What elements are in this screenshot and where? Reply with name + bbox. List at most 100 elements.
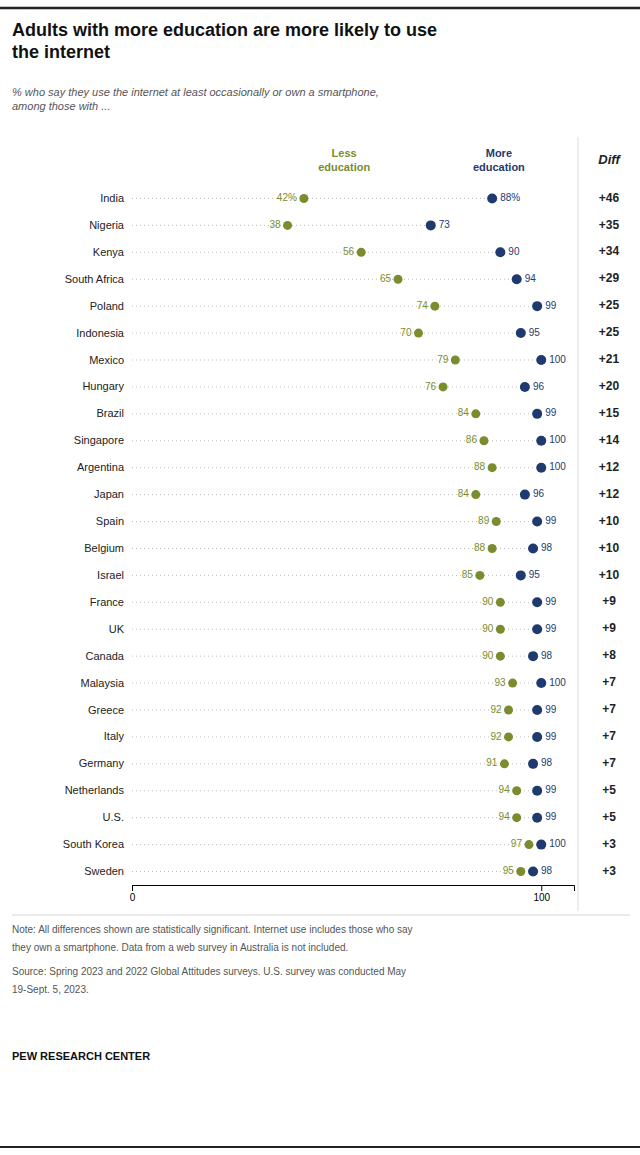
series [283, 194, 533, 876]
text-line: % who say they use the internet at least… [12, 86, 379, 98]
guide-line [132, 279, 517, 280]
data-label: 99 [545, 515, 557, 526]
y-tick-label: France [90, 596, 124, 608]
diff-label: +5 [602, 783, 616, 797]
legend-entry: Moreeducation [473, 147, 525, 173]
dot [528, 543, 538, 553]
guide-line [132, 602, 537, 603]
guide-line [132, 386, 525, 387]
x-tick: 100 [533, 885, 550, 903]
y-tick: Brazil [96, 407, 132, 419]
data-label: 95 [529, 569, 541, 580]
data-label: 99 [545, 704, 557, 715]
y-tick: Indonesia [76, 327, 132, 339]
dot [471, 409, 480, 418]
y-tick: Germany [79, 757, 132, 769]
data-label: 98 [541, 650, 553, 661]
note: they own a smartphone. Data from a web s… [12, 942, 348, 953]
y-tick-label: Kenya [93, 246, 125, 258]
dot [520, 490, 530, 500]
y-tick-label: Brazil [96, 407, 124, 419]
guide-line [132, 548, 533, 549]
dot [516, 570, 526, 580]
y-tick: Nigeria [89, 219, 132, 231]
text-line: the internet [12, 42, 110, 62]
dot [536, 355, 546, 365]
diff-label: +8 [602, 648, 616, 662]
dot [492, 517, 501, 526]
data-label: 93 [494, 677, 506, 688]
guide-line [132, 683, 541, 684]
diff-label: +7 [602, 756, 616, 770]
dot [516, 867, 525, 876]
data-label: 86 [466, 434, 478, 445]
diff-label: +7 [602, 702, 616, 716]
guide-line [132, 225, 431, 226]
dot [283, 221, 292, 230]
diff-label: +12 [599, 460, 620, 474]
dot [394, 275, 403, 284]
data-label: 95 [529, 327, 541, 338]
guide-line [132, 763, 533, 764]
dot [536, 678, 546, 688]
y-tick-label: South Korea [63, 838, 125, 850]
data-label: 99 [545, 811, 557, 822]
dot [495, 247, 505, 257]
note: Note: All differences shown are statisti… [12, 924, 413, 935]
data-label: 100 [549, 677, 566, 688]
y-tick: Kenya [93, 246, 132, 258]
dot [524, 840, 533, 849]
diff-header: Diff [598, 152, 621, 167]
data-label: 99 [545, 407, 557, 418]
top-rule [0, 7, 640, 10]
data-label: 76 [425, 381, 437, 392]
diff-label: +15 [599, 406, 620, 420]
guide-line [132, 710, 537, 711]
subtitle: % who say they use the internet at least… [12, 86, 379, 112]
guide-line [132, 521, 537, 522]
data-label: 70 [400, 327, 412, 338]
dot [430, 302, 439, 311]
y-tick-label: Greece [88, 704, 124, 716]
guide-line [132, 656, 533, 657]
guide-lines [132, 198, 541, 871]
data-label: 97 [511, 838, 523, 849]
guide-line [132, 198, 492, 199]
y-tick-label: Spain [96, 515, 124, 527]
diff-label: +10 [599, 541, 620, 555]
y-tick-label: Israel [97, 569, 124, 581]
dot [479, 436, 488, 445]
dot [451, 356, 460, 365]
data-label: 100 [549, 838, 566, 849]
diff-label: +7 [602, 675, 616, 689]
dot [299, 194, 308, 203]
guide-line [132, 844, 541, 845]
y-tick: South Africa [65, 273, 132, 285]
y-tick: India [100, 192, 132, 204]
data-label: 99 [545, 784, 557, 795]
data-label: 90 [482, 650, 494, 661]
y-tick-label: India [100, 192, 125, 204]
diff-label: +14 [599, 433, 620, 447]
y-tick: Belgium [84, 542, 132, 554]
text-line: Adults with more education are more like… [12, 20, 437, 40]
y-tick: Singapore [74, 434, 132, 446]
text-line: education [318, 161, 370, 173]
note: Source: Spring 2023 and 2022 Global Atti… [12, 966, 406, 977]
dot [500, 759, 509, 768]
y-tick-label: Belgium [84, 542, 124, 554]
y-tick: U.S. [103, 811, 132, 823]
y-tick: Netherlands [65, 784, 132, 796]
diff-separator [578, 137, 579, 911]
data-labels: 42%3856657470797684868884898885909090939… [269, 192, 566, 876]
y-tick: Sweden [84, 865, 132, 877]
dot [532, 301, 542, 311]
data-label: 99 [545, 596, 557, 607]
y-tick: Argentina [77, 461, 132, 473]
dot [504, 732, 513, 741]
text-line: among those with ... [12, 100, 110, 112]
data-label: 98 [541, 542, 553, 553]
diff-label: +5 [602, 810, 616, 824]
data-label: 100 [549, 354, 566, 365]
dot [532, 813, 542, 823]
